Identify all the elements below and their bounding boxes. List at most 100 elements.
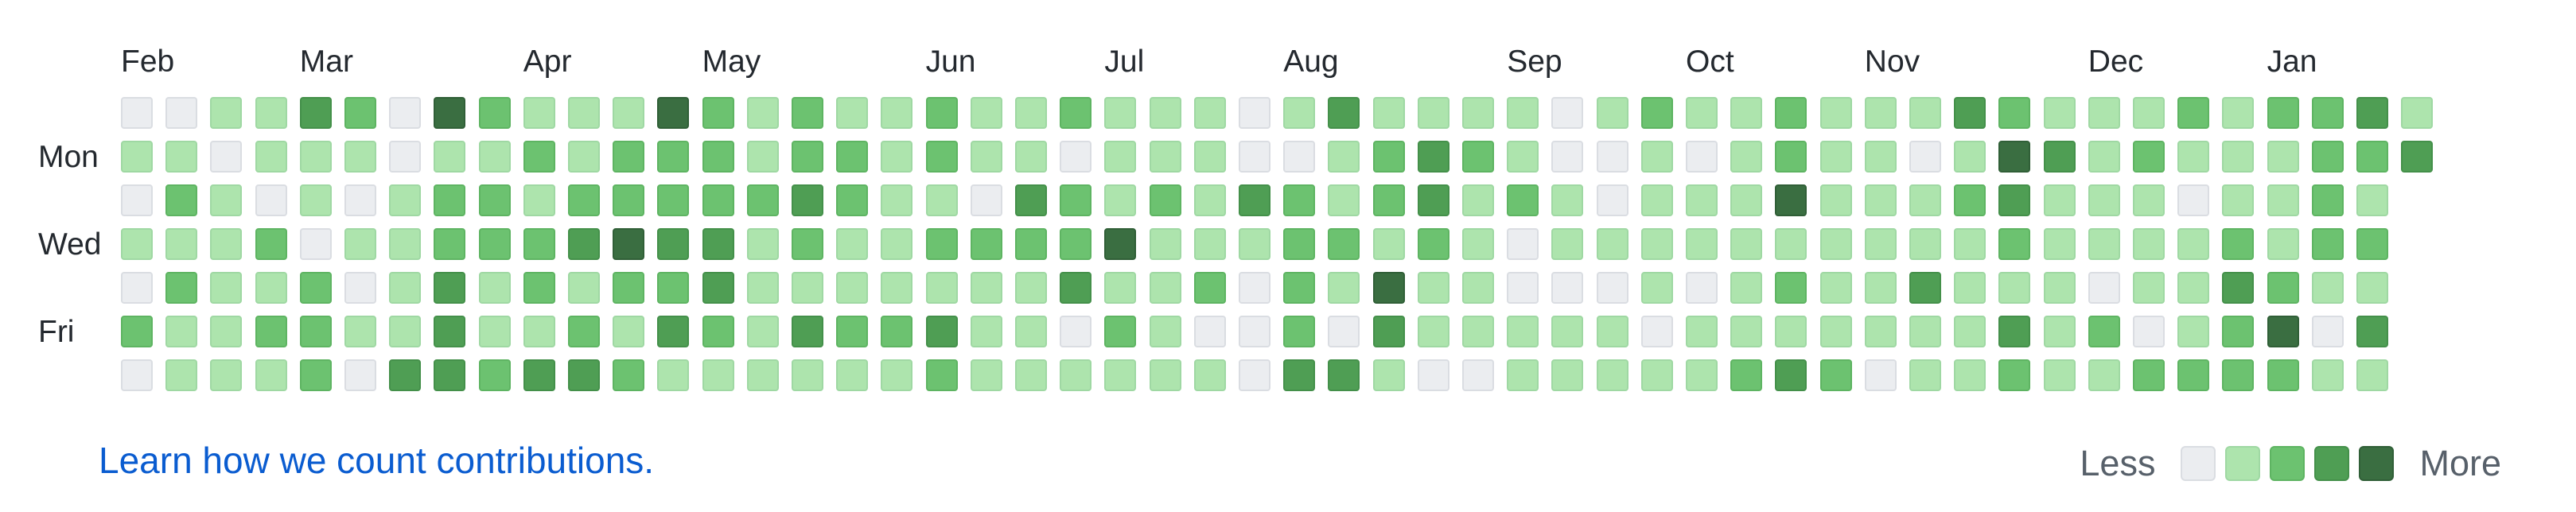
contribution-day[interactable] xyxy=(1775,272,1807,304)
contribution-day[interactable] xyxy=(1462,359,1494,391)
contribution-day[interactable] xyxy=(121,228,153,260)
contribution-day[interactable] xyxy=(1551,316,1584,347)
contribution-day[interactable] xyxy=(702,141,734,173)
contribution-day[interactable] xyxy=(1015,184,1047,216)
contribution-day[interactable] xyxy=(1193,228,1226,260)
contribution-day[interactable] xyxy=(2267,359,2299,391)
contribution-day[interactable] xyxy=(299,272,332,304)
contribution-day[interactable] xyxy=(702,228,734,260)
contribution-day[interactable] xyxy=(255,228,287,260)
contribution-day[interactable] xyxy=(1239,272,1270,304)
contribution-day[interactable] xyxy=(1998,228,2031,260)
contribution-day[interactable] xyxy=(389,228,422,260)
contribution-day[interactable] xyxy=(2133,272,2165,304)
contribution-day[interactable] xyxy=(1954,141,1986,173)
contribution-day[interactable] xyxy=(657,316,690,347)
contribution-day[interactable] xyxy=(1328,272,1360,304)
learn-contributions-link[interactable]: Learn how we count contributions. xyxy=(99,440,655,481)
contribution-day[interactable] xyxy=(1864,359,1897,391)
contribution-day[interactable] xyxy=(2043,141,2076,173)
contribution-day[interactable] xyxy=(299,141,332,173)
contribution-day[interactable] xyxy=(1060,316,1092,347)
contribution-day[interactable] xyxy=(2222,272,2255,304)
contribution-day[interactable] xyxy=(1015,228,1047,260)
contribution-day[interactable] xyxy=(1507,359,1539,391)
contribution-day[interactable] xyxy=(389,359,422,391)
contribution-day[interactable] xyxy=(1596,141,1628,173)
contribution-day[interactable] xyxy=(1864,141,1897,173)
contribution-day[interactable] xyxy=(925,316,958,347)
contribution-day[interactable] xyxy=(1640,184,1673,216)
contribution-day[interactable] xyxy=(1417,272,1449,304)
contribution-day[interactable] xyxy=(881,228,913,260)
contribution-day[interactable] xyxy=(2088,141,2120,173)
contribution-day[interactable] xyxy=(2043,228,2076,260)
contribution-day[interactable] xyxy=(1819,359,1852,391)
contribution-day[interactable] xyxy=(2311,228,2344,260)
contribution-day[interactable] xyxy=(702,359,734,391)
contribution-day[interactable] xyxy=(255,316,287,347)
contribution-day[interactable] xyxy=(2267,228,2299,260)
contribution-day[interactable] xyxy=(568,359,600,391)
contribution-day[interactable] xyxy=(568,228,600,260)
contribution-day[interactable] xyxy=(1551,141,1584,173)
contribution-day[interactable] xyxy=(1372,316,1405,347)
contribution-day[interactable] xyxy=(299,316,332,347)
contribution-day[interactable] xyxy=(925,97,958,129)
contribution-day[interactable] xyxy=(1193,359,1226,391)
contribution-day[interactable] xyxy=(1864,97,1897,129)
contribution-day[interactable] xyxy=(1372,184,1405,216)
contribution-day[interactable] xyxy=(2267,97,2299,129)
contribution-day[interactable] xyxy=(657,184,690,216)
contribution-day[interactable] xyxy=(836,97,869,129)
contribution-day[interactable] xyxy=(1328,359,1360,391)
contribution-day[interactable] xyxy=(2133,184,2165,216)
contribution-day[interactable] xyxy=(299,184,332,216)
contribution-day[interactable] xyxy=(2043,184,2076,216)
contribution-day[interactable] xyxy=(210,316,243,347)
contribution-day[interactable] xyxy=(2311,316,2344,347)
contribution-day[interactable] xyxy=(1686,97,1718,129)
contribution-day[interactable] xyxy=(255,184,287,216)
contribution-day[interactable] xyxy=(2177,359,2210,391)
contribution-day[interactable] xyxy=(1686,184,1718,216)
contribution-day[interactable] xyxy=(1596,97,1628,129)
contribution-day[interactable] xyxy=(970,184,1002,216)
contribution-day[interactable] xyxy=(2133,359,2165,391)
contribution-day[interactable] xyxy=(613,359,645,391)
contribution-day[interactable] xyxy=(165,141,198,173)
contribution-day[interactable] xyxy=(1417,316,1449,347)
contribution-day[interactable] xyxy=(1775,316,1807,347)
contribution-day[interactable] xyxy=(1283,184,1316,216)
contribution-day[interactable] xyxy=(478,272,511,304)
contribution-day[interactable] xyxy=(1015,141,1047,173)
contribution-day[interactable] xyxy=(1462,97,1494,129)
contribution-day[interactable] xyxy=(1372,97,1405,129)
contribution-day[interactable] xyxy=(1104,272,1137,304)
contribution-day[interactable] xyxy=(657,97,690,129)
contribution-day[interactable] xyxy=(2177,272,2210,304)
contribution-day[interactable] xyxy=(1462,316,1494,347)
contribution-day[interactable] xyxy=(1149,141,1181,173)
contribution-day[interactable] xyxy=(1328,141,1360,173)
contribution-day[interactable] xyxy=(2356,316,2388,347)
contribution-day[interactable] xyxy=(925,272,958,304)
contribution-day[interactable] xyxy=(1909,272,1941,304)
contribution-day[interactable] xyxy=(2311,184,2344,216)
contribution-day[interactable] xyxy=(1551,184,1584,216)
contribution-day[interactable] xyxy=(2133,316,2165,347)
contribution-day[interactable] xyxy=(1998,184,2031,216)
contribution-day[interactable] xyxy=(881,97,913,129)
contribution-day[interactable] xyxy=(1104,141,1137,173)
contribution-day[interactable] xyxy=(1417,228,1449,260)
contribution-day[interactable] xyxy=(1104,97,1137,129)
contribution-day[interactable] xyxy=(568,141,600,173)
contribution-day[interactable] xyxy=(1015,316,1047,347)
contribution-day[interactable] xyxy=(523,272,555,304)
contribution-day[interactable] xyxy=(1283,272,1316,304)
contribution-day[interactable] xyxy=(2267,316,2299,347)
contribution-day[interactable] xyxy=(2356,359,2388,391)
contribution-day[interactable] xyxy=(746,359,779,391)
contribution-day[interactable] xyxy=(1819,141,1852,173)
contribution-day[interactable] xyxy=(1507,228,1539,260)
